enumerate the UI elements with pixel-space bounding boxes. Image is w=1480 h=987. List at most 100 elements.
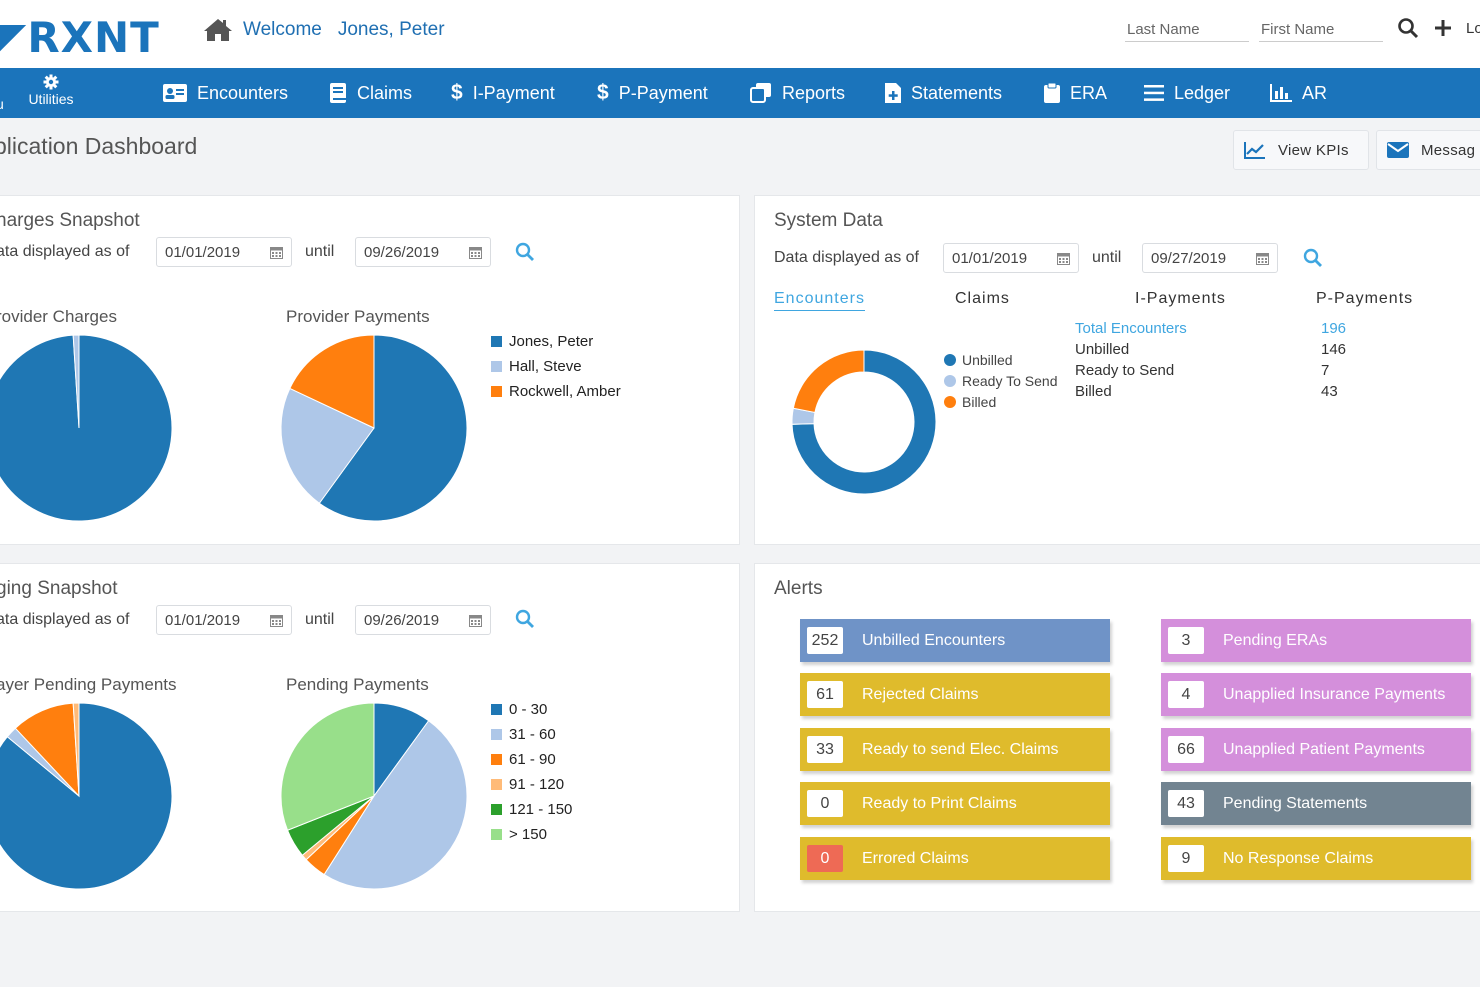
legend-item[interactable]: Unbilled <box>944 349 1057 370</box>
legend-item[interactable]: Billed <box>944 391 1057 412</box>
legend-dot <box>944 374 956 387</box>
alert-unapplied-patient-payments[interactable]: 66 Unapplied Patient Payments <box>1161 728 1471 771</box>
alerts-title: Alerts <box>774 578 823 599</box>
aging-search-icon[interactable] <box>514 608 536 630</box>
nav-item-reports[interactable]: Reports <box>750 68 845 118</box>
pie-slice-rockwell-amber[interactable] <box>289 334 375 429</box>
logout-link[interactable]: Lo <box>1466 20 1480 37</box>
tab-i-payments[interactable]: I-Payments <box>1135 290 1226 307</box>
alert-pending-eras[interactable]: 3 Pending ERAs <box>1161 619 1471 662</box>
rxnt-logo[interactable]: ◤RXNT <box>0 14 160 62</box>
search-icon[interactable] <box>1395 14 1421 42</box>
alert-count: 61 <box>807 681 843 708</box>
pie-slice-150[interactable] <box>280 702 375 831</box>
legend-item[interactable]: Jones, Peter <box>491 329 621 354</box>
payer-pending-payments-pie <box>0 702 173 890</box>
messages-label: Messag <box>1421 141 1476 159</box>
charges-from-date-input[interactable]: 01/01/2019 <box>156 237 292 267</box>
messages-button[interactable]: Messag <box>1376 130 1480 170</box>
view-kpis-button[interactable]: View KPIs <box>1233 130 1369 170</box>
charges-until-label: until <box>305 243 335 260</box>
add-patient-icon[interactable] <box>1430 14 1456 42</box>
alert-ready-to-print-claims[interactable]: 0 Ready to Print Claims <box>800 782 1110 825</box>
legend-swatch <box>491 729 502 740</box>
nav-label: Ledger <box>1174 82 1231 103</box>
alert-rejected-claims[interactable]: 61 Rejected Claims <box>800 673 1110 716</box>
system-to-date-input[interactable]: 09/27/2019 <box>1142 243 1278 273</box>
nav-item-encounters[interactable]: Encounters <box>163 68 288 118</box>
legend-swatch <box>491 704 502 715</box>
home-icon[interactable] <box>203 18 233 42</box>
legend-swatch <box>491 779 502 790</box>
alert-no-response-claims[interactable]: 9 No Response Claims <box>1161 837 1471 880</box>
alert-count: 66 <box>1168 736 1204 763</box>
charges-to-date-input[interactable]: 09/26/2019 <box>355 237 491 267</box>
legend-item[interactable]: 91 - 120 <box>491 772 572 797</box>
pie-slice-billed[interactable] <box>792 349 865 414</box>
legend-item[interactable]: Rockwell, Amber <box>491 379 621 404</box>
pie-slice-jones-peter[interactable] <box>0 334 173 522</box>
legend-item[interactable]: 0 - 30 <box>491 697 572 722</box>
system-as-of-label: Data displayed as of <box>774 249 919 266</box>
alert-label: No Response Claims <box>1223 849 1374 867</box>
pie-slice-91-120[interactable] <box>72 702 80 797</box>
system-search-icon[interactable] <box>1302 247 1324 269</box>
alert-unbilled-encounters[interactable]: 252 Unbilled Encounters <box>800 619 1110 662</box>
legend-item[interactable]: Ready To Send <box>944 370 1057 391</box>
charges-search-icon[interactable] <box>514 241 536 263</box>
legend-item[interactable]: Hall, Steve <box>491 354 621 379</box>
alert-pending-statements[interactable]: 43 Pending Statements <box>1161 782 1471 825</box>
pie-slice-unbilled[interactable] <box>791 349 937 495</box>
legend-label: 121 - 150 <box>509 801 573 818</box>
nav-item-claims[interactable]: Claims <box>329 68 412 118</box>
welcome-label: Welcome <box>243 19 322 40</box>
stat-label: Billed <box>1075 383 1112 400</box>
nav-item-cut[interactable]: u <box>0 96 4 112</box>
last-name-search-input[interactable] <box>1125 18 1249 42</box>
provider-charges-pie <box>0 334 173 522</box>
legend-label: Billed <box>962 393 997 410</box>
pending-payments-pie <box>280 702 468 890</box>
aging-from-date-input[interactable]: 01/01/2019 <box>156 605 292 635</box>
alert-ready-to-send-claims[interactable]: 33 Ready to send Elec. Claims <box>800 728 1110 771</box>
logo-mark-fragment: ◤ <box>0 13 28 62</box>
tab-encounters[interactable]: Encounters <box>774 290 865 311</box>
clipboard-icon <box>1044 83 1060 103</box>
system-from-date-input[interactable]: 01/01/2019 <box>943 243 1079 273</box>
tab-p-payments[interactable]: P-Payments <box>1316 290 1414 307</box>
stat-row[interactable]: Total Encounters 196 <box>1075 320 1375 341</box>
alert-label: Unbilled Encounters <box>862 631 1006 649</box>
nav-item-i-payment[interactable]: $ I-Payment <box>451 68 555 118</box>
book-icon <box>330 83 346 103</box>
nav-item-ar[interactable]: AR <box>1270 68 1327 118</box>
pie-slice-jones-peter[interactable] <box>318 334 468 522</box>
user-name-link[interactable]: Jones, Peter <box>337 19 445 40</box>
charges-snapshot-title: harges Snapshot <box>0 210 140 231</box>
pie-slice-0-30[interactable] <box>0 702 173 890</box>
nav-item-statements[interactable]: Statements <box>885 68 1002 118</box>
alert-label: Ready to send Elec. Claims <box>862 740 1059 758</box>
legend-item[interactable]: 31 - 60 <box>491 722 572 747</box>
alert-unapplied-insurance-payments[interactable]: 4 Unapplied Insurance Payments <box>1161 673 1471 716</box>
stat-row: Unbilled 146 <box>1075 341 1375 362</box>
legend-dot <box>944 353 956 366</box>
legend-item[interactable]: 121 - 150 <box>491 797 572 822</box>
legend-item[interactable]: > 150 <box>491 822 572 847</box>
pie-slice-31-60[interactable] <box>323 720 468 890</box>
legend-label: 31 - 60 <box>509 726 556 743</box>
alert-errored-claims[interactable]: 0 Errored Claims <box>800 837 1110 880</box>
first-name-search-input[interactable] <box>1259 18 1383 42</box>
date-value: 01/01/2019 <box>165 243 241 261</box>
nav-item-era[interactable]: ERA <box>1044 68 1107 118</box>
file-plus-icon <box>885 83 901 103</box>
date-value: 01/01/2019 <box>952 249 1028 267</box>
date-value: 09/26/2019 <box>364 611 440 629</box>
nav-item-utilities[interactable]: Utilities <box>24 74 78 107</box>
pie-slice-hall-steve[interactable] <box>72 334 80 429</box>
nav-item-p-payment[interactable]: $ P-Payment <box>597 68 708 118</box>
nav-item-ledger[interactable]: Ledger <box>1144 68 1230 118</box>
nav-label: ERA <box>1070 82 1108 103</box>
legend-item[interactable]: 61 - 90 <box>491 747 572 772</box>
aging-to-date-input[interactable]: 09/26/2019 <box>355 605 491 635</box>
tab-claims[interactable]: Claims <box>955 290 1010 307</box>
